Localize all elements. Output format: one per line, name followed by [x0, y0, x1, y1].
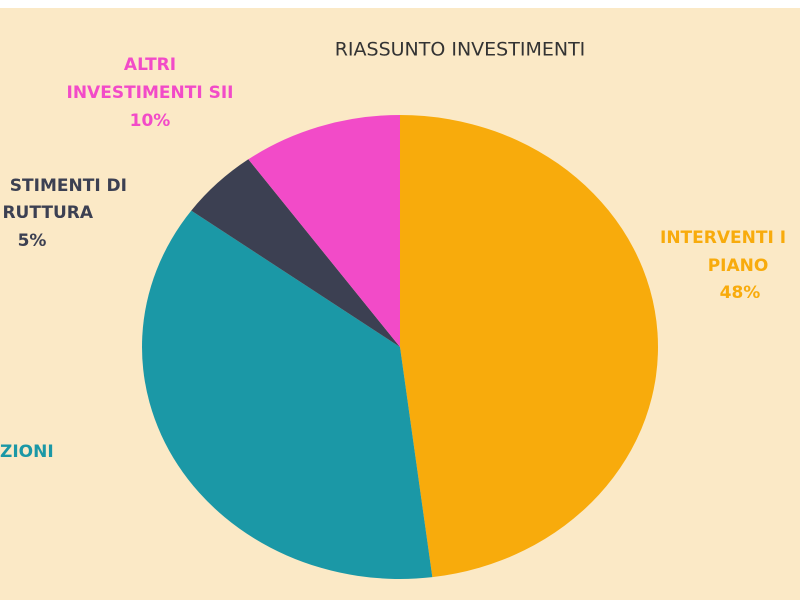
pie-slice [191, 159, 400, 347]
chart-title: RIASSUNTO INVESTIMENTI [335, 39, 586, 61]
slice-label: PIANO [708, 256, 769, 276]
pie-slice [400, 115, 658, 578]
pie-slice [142, 210, 433, 579]
pie-slice [248, 115, 400, 347]
value-label: 10% [130, 111, 171, 131]
slice-label: ZIONI [0, 442, 54, 462]
slice-label: INTERVENTI I [660, 228, 786, 248]
value-label: 5% [18, 231, 47, 251]
slice-label: INVESTIMENTI SII [67, 83, 234, 103]
value-label: 48% [720, 283, 761, 303]
slice-label: ALTRI [124, 55, 176, 75]
top-band [0, 0, 800, 8]
slice-label: RUTTURA [2, 203, 93, 223]
slice-label: STIMENTI DI [10, 176, 127, 196]
